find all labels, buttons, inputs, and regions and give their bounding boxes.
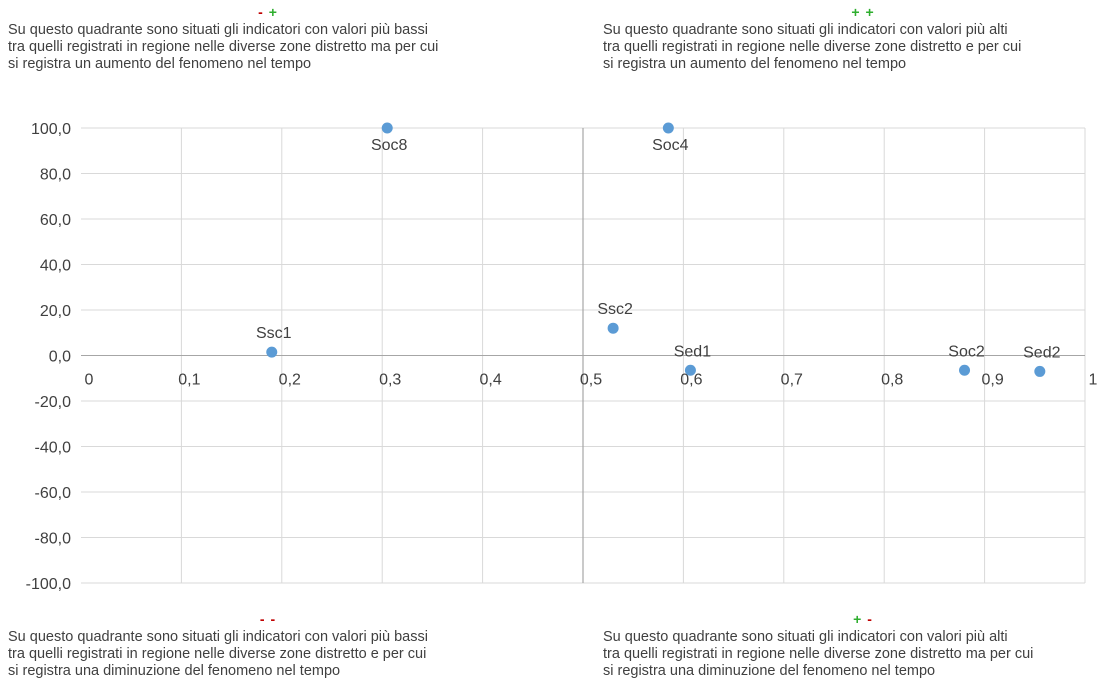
x-tick-label: 0,9	[981, 372, 1003, 389]
minus-sign: -	[270, 611, 277, 627]
x-tick-label: 0,3	[379, 372, 401, 389]
y-tick-label: 80,0	[40, 167, 71, 184]
x-tick-label: 1	[1089, 372, 1098, 389]
data-point-soc8	[381, 122, 393, 134]
data-label: Ssc1	[256, 325, 292, 342]
x-tick-label: 0,5	[580, 372, 602, 389]
quadrant-signs: + -	[603, 611, 1100, 627]
data-point-ssc1	[266, 346, 278, 358]
x-tick-label: 0,2	[279, 372, 301, 389]
x-tick-label: 0,4	[479, 372, 501, 389]
data-point-soc4	[662, 122, 674, 134]
quadrant-note-bottom-left: - - Su questo quadrante sono situati gli…	[8, 611, 528, 680]
quadrant-description: Su questo quadrante sono situati gli ind…	[8, 22, 439, 72]
y-tick-label: -40,0	[35, 440, 72, 457]
y-tick-label: -20,0	[35, 394, 72, 411]
y-tick-label: 100,0	[31, 121, 71, 138]
scatter-chart: 100,0 80,0 60,0 40,0 20,0 0,0 -20,0 -40,0 -60,0 -…	[26, 121, 1098, 593]
data-label: Sed1	[674, 343, 711, 360]
quadrant-note-top-right: + + Su questo quadrante sono situati gli…	[603, 4, 1100, 73]
data-point-ssc2	[607, 322, 619, 334]
y-tick-label: -60,0	[35, 485, 72, 502]
data-label: Ssc2	[597, 301, 633, 318]
minus-sign: -	[258, 4, 264, 20]
data-point-sed1	[684, 364, 696, 376]
quadrant-note-bottom-right: + - Su questo quadrante sono situati gli…	[603, 611, 1100, 680]
data-label: Sed2	[1023, 344, 1060, 361]
x-tick-label: 0,1	[178, 372, 200, 389]
quadrant-description: Su questo quadrante sono situati gli ind…	[8, 629, 428, 679]
y-tick-label: -80,0	[35, 531, 72, 548]
y-tick-label: 20,0	[40, 303, 71, 320]
x-tick-label: 0,6	[680, 372, 702, 389]
plus-sign: +	[851, 4, 861, 20]
y-tick-label: 60,0	[40, 212, 71, 229]
y-tick-label: 40,0	[40, 258, 71, 275]
quadrant-signs: + +	[603, 4, 1100, 20]
minus-sign: -	[259, 611, 266, 627]
x-tick-label: 0	[85, 372, 94, 389]
y-tick-label: 0,0	[49, 349, 71, 366]
quadrant-description: Su questo quadrante sono situati gli ind…	[603, 629, 1034, 679]
quadrant-note-top-left: - + Su questo quadrante sono situati gli…	[8, 4, 528, 73]
plus-sign: +	[865, 4, 875, 20]
plus-sign: +	[268, 4, 278, 20]
data-label: Soc8	[371, 137, 408, 154]
y-tick-label: -100,0	[26, 576, 71, 593]
quadrant-signs: - +	[8, 4, 528, 20]
minus-sign: -	[867, 611, 873, 627]
quadrant-description: Su questo quadrante sono situati gli ind…	[603, 22, 1022, 72]
data-label: Soc4	[652, 137, 689, 154]
data-point-sed2	[1034, 365, 1046, 377]
data-label: Soc2	[948, 343, 985, 360]
data-point-soc2	[959, 364, 971, 376]
x-tick-label: 0,7	[781, 372, 803, 389]
quadrant-signs: - -	[8, 611, 528, 627]
plus-sign: +	[853, 611, 863, 627]
x-tick-label: 0,8	[881, 372, 903, 389]
